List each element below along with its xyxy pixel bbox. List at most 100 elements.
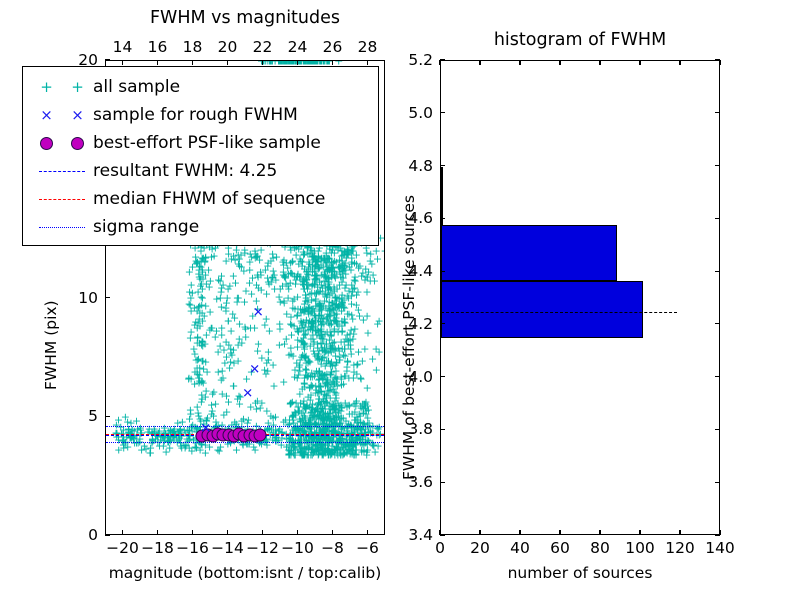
all-sample-point: + (324, 419, 334, 433)
all-sample-point: + (310, 319, 320, 333)
y-tick-right (715, 59, 720, 61)
all-sample-point: + (301, 327, 311, 341)
all-sample-point: + (309, 431, 320, 445)
all-sample-point: + (368, 426, 378, 440)
all-sample-point: + (352, 367, 362, 381)
all-sample-point: + (352, 257, 362, 271)
all-sample-point: + (333, 425, 343, 439)
all-sample-point: + (308, 446, 319, 460)
all-sample-point: + (315, 440, 325, 454)
all-sample-point: + (313, 353, 323, 367)
all-sample-point: + (327, 444, 337, 458)
all-sample-point: + (197, 338, 207, 352)
all-sample-point: + (363, 411, 373, 425)
x-tick (261, 530, 264, 535)
all-sample-point: + (348, 282, 358, 296)
all-sample-point: + (199, 309, 209, 323)
all-sample-point: + (194, 263, 204, 277)
all-sample-point: + (320, 395, 330, 409)
all-sample-point: + (321, 301, 331, 315)
all-sample-point: + (280, 61, 290, 68)
all-sample-point: + (211, 324, 222, 338)
all-sample-point: + (362, 270, 373, 284)
all-sample-point: + (136, 426, 147, 439)
all-sample-point: + (314, 380, 324, 394)
all-sample-point: + (326, 262, 337, 276)
all-sample-point: + (316, 61, 326, 68)
all-sample-point: + (318, 371, 328, 385)
all-sample-point: + (347, 430, 358, 444)
all-sample-point: + (292, 290, 303, 304)
all-sample-point: + (307, 418, 317, 432)
all-sample-point: + (329, 411, 340, 425)
all-sample-point: + (316, 61, 326, 68)
all-sample-point: + (195, 299, 205, 313)
all-sample-point: + (189, 433, 199, 447)
all-sample-point: + (340, 316, 350, 330)
all-sample-point: + (316, 328, 326, 342)
all-sample-point: + (297, 419, 307, 433)
all-sample-point: + (318, 373, 328, 387)
all-sample-point: + (295, 436, 305, 450)
all-sample-point: + (213, 345, 223, 359)
all-sample-point: + (319, 410, 329, 424)
all-sample-point: + (337, 291, 347, 305)
all-sample-point: + (322, 356, 332, 370)
all-sample-point: + (198, 252, 208, 266)
all-sample-point: + (252, 268, 262, 282)
dashed-line-icon (39, 198, 85, 200)
all-sample-point: + (330, 297, 340, 311)
x-tick (191, 530, 194, 535)
all-sample-point: + (243, 413, 253, 427)
all-sample-point: + (185, 285, 195, 299)
all-sample-point: + (323, 434, 333, 448)
all-sample-point: + (286, 396, 296, 410)
all-sample-point: + (317, 315, 327, 329)
all-sample-point: + (264, 423, 274, 437)
all-sample-point: + (267, 247, 278, 261)
all-sample-point: + (328, 341, 338, 355)
all-sample-point: + (219, 343, 229, 357)
all-sample-point: + (325, 406, 335, 420)
all-sample-point: + (331, 255, 341, 269)
all-sample-point: + (315, 296, 325, 310)
histogram-plot-area (441, 61, 719, 534)
all-sample-point: + (340, 396, 350, 410)
all-sample-point: + (300, 294, 311, 308)
all-sample-point: + (292, 356, 302, 370)
all-sample-point: + (297, 321, 307, 335)
all-sample-point: + (346, 427, 356, 441)
all-sample-point: + (193, 300, 204, 314)
all-sample-point: + (265, 61, 275, 68)
all-sample-point: + (231, 417, 241, 431)
all-sample-point: + (358, 313, 368, 327)
all-sample-point: + (202, 365, 212, 379)
all-sample-point: + (347, 433, 358, 447)
all-sample-point: + (284, 61, 294, 68)
all-sample-point: + (340, 349, 350, 363)
all-sample-point: + (337, 249, 347, 263)
all-sample-point: + (355, 432, 365, 446)
all-sample-point: + (228, 343, 239, 357)
y-tick (105, 296, 110, 299)
all-sample-point: + (326, 447, 336, 461)
all-sample-point: + (197, 438, 207, 452)
y-tick (440, 270, 445, 272)
all-sample-point: + (306, 406, 316, 420)
all-sample-point: + (301, 362, 311, 376)
all-sample-point: + (300, 447, 310, 461)
all-sample-point: + (177, 441, 187, 455)
all-sample-point: + (293, 368, 303, 382)
all-sample-point: + (302, 270, 312, 284)
all-sample-point: + (326, 345, 336, 359)
all-sample-point: + (302, 368, 312, 382)
all-sample-point: + (253, 281, 263, 295)
all-sample-point: + (350, 438, 360, 452)
all-sample-point: + (304, 61, 314, 68)
y-tick-label: 5.0 (408, 103, 433, 122)
all-sample-point: + (357, 430, 367, 444)
all-sample-point: + (284, 348, 294, 362)
all-sample-point: + (322, 419, 332, 433)
all-sample-point: + (315, 433, 326, 447)
all-sample-point: + (293, 302, 303, 316)
